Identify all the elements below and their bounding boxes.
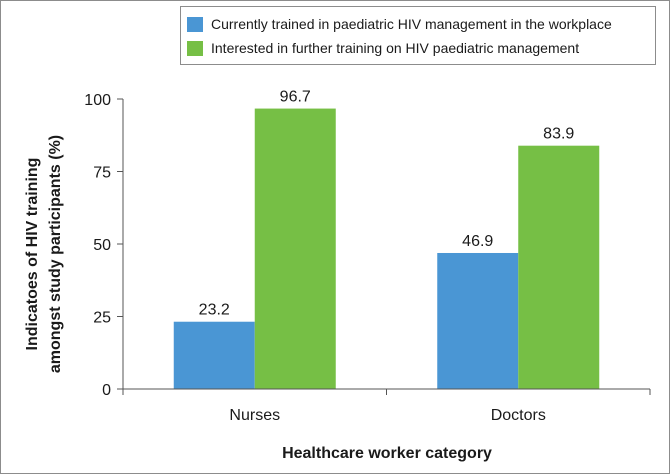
- value-label: 96.7: [280, 89, 311, 106]
- bar-doctors-series-0: [437, 252, 519, 389]
- legend-swatch-blue: [187, 16, 203, 32]
- x-tick-label-doctors: Doctors: [491, 407, 546, 424]
- bar-nurses-series-0: [173, 321, 255, 389]
- legend-swatch-green: [187, 40, 203, 56]
- legend-item-interested: Interested in further training on HIV pa…: [187, 36, 649, 60]
- y-tick-label: 25: [93, 310, 111, 327]
- y-axis-title-line-2: amongst study participants (%): [47, 135, 64, 373]
- bar-doctors-series-1: [518, 145, 600, 389]
- legend-label-currently-trained: Currently trained in paediatric HIV mana…: [211, 16, 612, 32]
- bars: [173, 108, 600, 389]
- value-label: 83.9: [543, 126, 574, 143]
- x-tick-label-nurses: Nurses: [229, 407, 280, 424]
- x-axis-ticks: Nurses Doctors: [122, 389, 651, 424]
- legend: Currently trained in paediatric HIV mana…: [180, 6, 656, 65]
- y-tick-label: 100: [84, 92, 111, 109]
- legend-label-interested: Interested in further training on HIV pa…: [211, 40, 580, 56]
- y-tick-label: 75: [93, 165, 111, 182]
- value-labels: 23.2 96.7 46.9 83.9: [199, 89, 575, 319]
- value-label: 46.9: [462, 233, 493, 250]
- y-axis-title-line-1: Indicatoes of HIV training: [24, 158, 41, 351]
- bar-nurses-series-1: [254, 108, 336, 389]
- x-axis-title: Healthcare worker category: [282, 445, 492, 462]
- value-label: 23.2: [199, 302, 230, 319]
- y-tick-label: 0: [102, 382, 111, 399]
- y-tick-label: 50: [93, 237, 111, 254]
- y-axis-ticks: 0 25 50 75 100: [84, 92, 123, 399]
- legend-item-currently-trained: Currently trained in paediatric HIV mana…: [187, 12, 649, 36]
